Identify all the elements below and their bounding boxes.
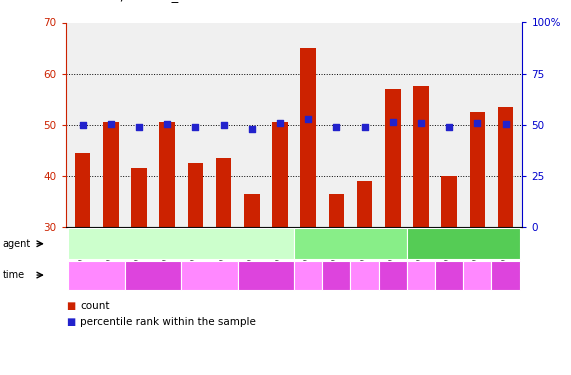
- Bar: [498, 107, 513, 227]
- Point: [332, 124, 341, 130]
- Point: [275, 120, 284, 126]
- Point: [388, 118, 397, 124]
- Point: [360, 124, 369, 130]
- Text: 1 h: 1 h: [90, 271, 103, 280]
- Bar: [385, 89, 400, 227]
- Text: 4 h: 4 h: [146, 271, 160, 280]
- Bar: [300, 48, 316, 227]
- Text: 1 h: 1 h: [301, 271, 315, 280]
- Bar: [328, 194, 344, 227]
- Text: time: time: [3, 270, 25, 280]
- Text: 24 h: 24 h: [468, 271, 486, 280]
- Text: TNFalpha: TNFalpha: [328, 239, 373, 249]
- Bar: [357, 181, 372, 227]
- Bar: [441, 176, 457, 227]
- Text: 4 h: 4 h: [329, 271, 343, 280]
- Point: [134, 124, 143, 130]
- Text: percentile rank within the sample: percentile rank within the sample: [80, 317, 256, 327]
- Text: 24 h: 24 h: [355, 271, 374, 280]
- Point: [247, 126, 256, 132]
- Text: ■: ■: [66, 317, 75, 327]
- Text: 4 h: 4 h: [443, 271, 456, 280]
- Text: 1 h: 1 h: [415, 271, 428, 280]
- Bar: [469, 112, 485, 227]
- Text: agent: agent: [3, 239, 31, 249]
- Point: [416, 120, 425, 126]
- Bar: [244, 194, 260, 227]
- Point: [473, 120, 482, 126]
- Bar: [75, 153, 90, 227]
- Text: control: control: [164, 239, 198, 249]
- Point: [501, 121, 510, 127]
- Point: [304, 116, 313, 122]
- Bar: [103, 122, 119, 227]
- Bar: [131, 168, 147, 227]
- Point: [78, 122, 87, 128]
- Text: ■: ■: [66, 302, 75, 311]
- Point: [106, 121, 115, 127]
- Bar: [188, 163, 203, 227]
- Bar: [159, 122, 175, 227]
- Text: 48 h: 48 h: [496, 271, 515, 280]
- Text: 48 h: 48 h: [256, 271, 275, 280]
- Text: 48 h: 48 h: [384, 271, 402, 280]
- Point: [445, 124, 454, 130]
- Text: count: count: [80, 302, 110, 311]
- Bar: [272, 122, 288, 227]
- Point: [191, 124, 200, 130]
- Bar: [413, 86, 429, 227]
- Point: [219, 122, 228, 128]
- Text: GDS1289 / 37466_at: GDS1289 / 37466_at: [54, 0, 192, 2]
- Text: 24 h: 24 h: [200, 271, 219, 280]
- Text: TNFalpha and
parthenolide: TNFalpha and parthenolide: [430, 233, 497, 255]
- Bar: [216, 158, 231, 227]
- Point: [163, 121, 172, 127]
